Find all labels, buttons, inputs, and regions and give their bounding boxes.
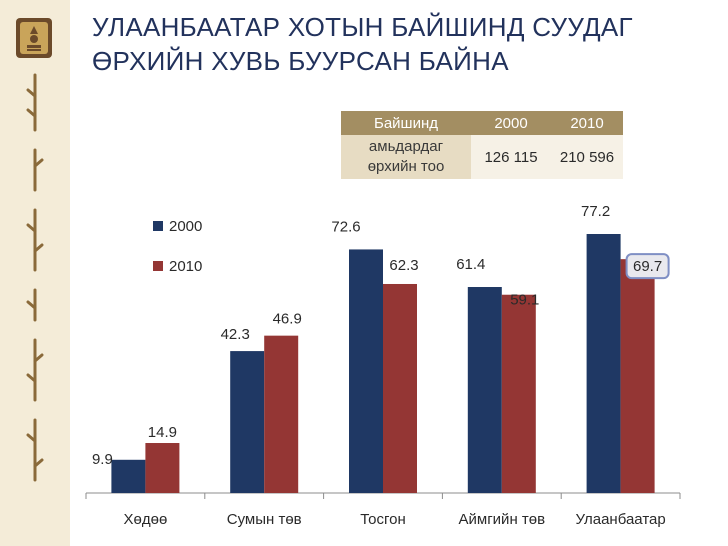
data-label-2010-3: 59.1: [510, 292, 539, 309]
table-value-2000: 126 115: [471, 135, 551, 179]
sidebar-ornament: [0, 0, 70, 546]
table-label-line-1: Байшинд: [373, 114, 438, 132]
bar-2010-0: [145, 443, 180, 493]
household-count-table: Байшинд 2000 2010 амьдардаг өрхийн тоо 1…: [341, 111, 623, 179]
legend-swatch-2000: [153, 221, 163, 231]
legend-swatch-2010: [153, 261, 163, 271]
bar-2000-3: [467, 287, 502, 493]
slide-title: УЛААНБААТАР ХОТЫН БАЙШИНД СУУДАГ ӨРХИЙН …: [92, 10, 712, 78]
soyombo-emblem-icon: [16, 18, 52, 58]
bar-2000-4: [586, 234, 621, 493]
mongolian-script-decoration: [26, 73, 44, 482]
bar-2010-2: [383, 283, 417, 493]
legend-label-2010: 2010: [169, 258, 202, 275]
data-label-2010-1: 46.9: [273, 311, 302, 328]
x-tick-label-4: Улаанбаатар: [575, 511, 665, 528]
x-tick-label-3: Аймгийн төв: [459, 511, 546, 528]
table-header-2000: 2000: [471, 111, 551, 135]
x-tick-label-2: Тосгон: [360, 511, 406, 528]
table-label-line-3: өрхийн тоо: [367, 158, 445, 175]
data-label-2000-4: 77.2: [581, 203, 610, 220]
table-value-2010: 210 596: [551, 135, 623, 179]
highlight-box: [625, 253, 670, 280]
bar-2000-0: [111, 459, 146, 493]
data-label-2010-4: 69.7: [633, 258, 662, 275]
slide-title-line-2: ӨРХИЙН ХУВЬ БУУРСАН БАЙНА: [92, 46, 509, 76]
legend-label-2000: 2000: [169, 218, 202, 235]
data-label-2010-2: 62.3: [389, 257, 418, 274]
bar-2010-4: [620, 259, 655, 493]
data-label-2000-0: 9.9: [92, 451, 113, 468]
x-tick-label-0: Хөдөө: [124, 511, 168, 528]
table-label-cell-top: Байшинд: [341, 111, 471, 135]
table-label-cell-bottom: амьдардаг өрхийн тоо: [341, 135, 471, 179]
data-label-2000-2: 72.6: [331, 218, 360, 235]
data-label-2000-3: 61.4: [456, 256, 485, 273]
data-label-2000-1: 42.3: [221, 326, 250, 343]
bar-2000-1: [230, 351, 265, 493]
slide-title-line-1: УЛААНБААТАР ХОТЫН БАЙШИНД СУУДАГ: [92, 12, 633, 42]
table-header-2010: 2010: [551, 111, 623, 135]
bar-2000-2: [349, 249, 383, 493]
table-label-line-2: амьдардаг: [368, 138, 444, 155]
bar-2010-1: [264, 335, 299, 493]
x-tick-label-1: Сумын төв: [227, 511, 302, 528]
data-label-2010-0: 14.9: [148, 424, 177, 441]
bar-2010-3: [501, 294, 536, 493]
